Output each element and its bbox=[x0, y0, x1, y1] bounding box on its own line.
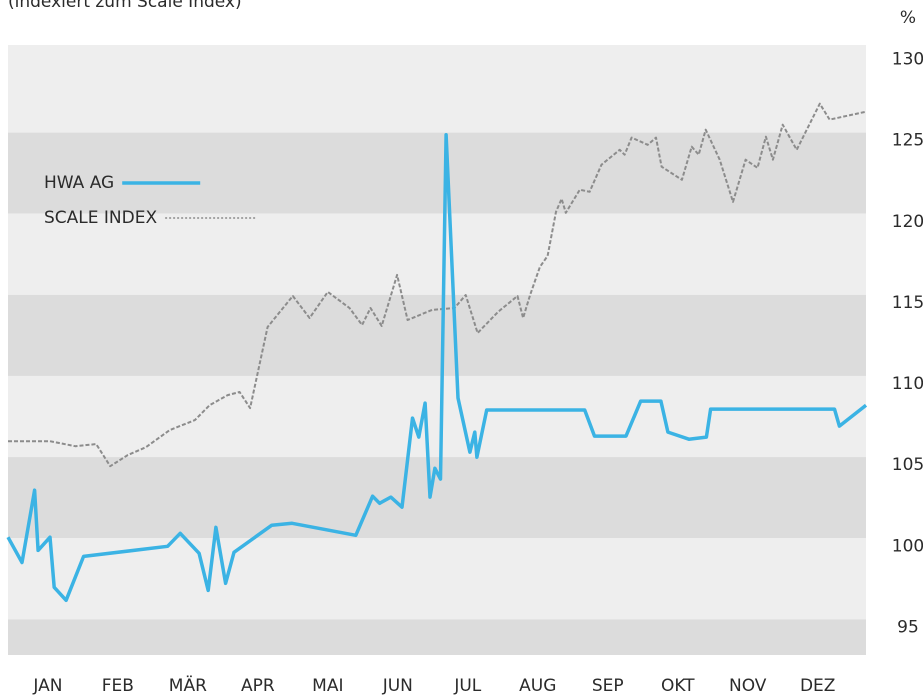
x-tick-label: NOV bbox=[729, 676, 767, 696]
y-unit: % bbox=[900, 8, 916, 28]
x-tick-label: MÄR bbox=[169, 675, 207, 696]
x-tick-label: FEB bbox=[102, 676, 134, 696]
y-tick-label: 95 bbox=[897, 617, 919, 637]
x-tick-label: AUG bbox=[519, 676, 556, 696]
band bbox=[8, 619, 866, 655]
band bbox=[8, 538, 866, 620]
background-bands bbox=[8, 45, 866, 655]
y-tick-label: 120 bbox=[892, 212, 923, 232]
y-tick-label: 115 bbox=[892, 293, 923, 313]
x-tick-label: APR bbox=[241, 676, 275, 696]
series-line bbox=[6, 132, 868, 603]
x-tick-label: OKT bbox=[661, 676, 695, 696]
y-tick-label: 130 bbox=[892, 50, 923, 70]
band bbox=[8, 132, 866, 214]
band bbox=[8, 375, 866, 458]
legend-label: SCALE INDEX bbox=[44, 208, 157, 228]
band bbox=[8, 45, 866, 133]
chart-subtitle: (indexiert zum Scale Index) bbox=[8, 0, 242, 12]
x-tick-label: JUN bbox=[382, 676, 413, 696]
x-tick-label: SEP bbox=[592, 676, 624, 696]
x-tick-label: MAI bbox=[312, 676, 343, 696]
y-tick-label: 110 bbox=[892, 374, 923, 394]
y-tick-label: 125 bbox=[892, 131, 923, 151]
legend-label: HWA AG bbox=[44, 173, 114, 193]
y-tick-label: 100 bbox=[892, 536, 923, 556]
x-tick-label: JAN bbox=[32, 676, 62, 696]
y-tick-label: 105 bbox=[892, 455, 923, 475]
x-tick-label: JUL bbox=[453, 676, 481, 696]
x-tick-label: DEZ bbox=[800, 676, 835, 696]
band bbox=[8, 213, 866, 295]
band bbox=[8, 294, 866, 376]
